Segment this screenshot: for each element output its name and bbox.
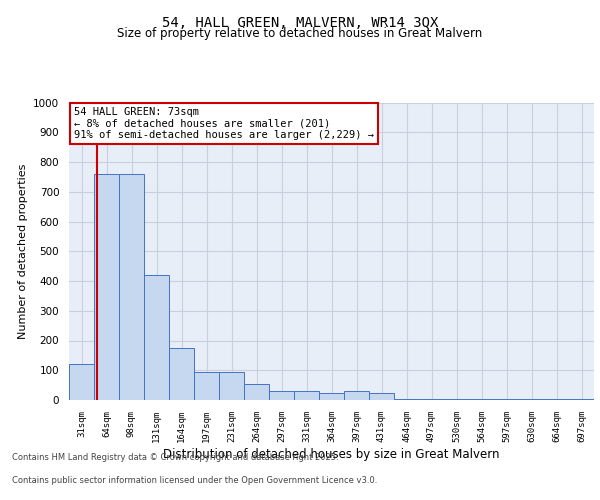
Text: Contains HM Land Registry data © Crown copyright and database right 2025.: Contains HM Land Registry data © Crown c…	[12, 454, 338, 462]
Bar	[194, 372, 219, 400]
X-axis label: Distribution of detached houses by size in Great Malvern: Distribution of detached houses by size …	[163, 448, 500, 460]
Bar	[169, 348, 194, 400]
Bar	[344, 391, 369, 400]
Bar	[444, 398, 469, 400]
Bar	[394, 398, 419, 400]
Bar	[144, 275, 169, 400]
Bar	[519, 398, 544, 400]
Bar	[369, 392, 394, 400]
Text: Size of property relative to detached houses in Great Malvern: Size of property relative to detached ho…	[118, 28, 482, 40]
Bar	[119, 174, 144, 400]
Bar	[494, 398, 519, 400]
Bar	[419, 398, 444, 400]
Bar	[69, 364, 94, 400]
Bar	[569, 398, 594, 400]
Bar	[469, 398, 494, 400]
Y-axis label: Number of detached properties: Number of detached properties	[17, 164, 28, 339]
Bar	[544, 398, 569, 400]
Text: 54 HALL GREEN: 73sqm
← 8% of detached houses are smaller (201)
91% of semi-detac: 54 HALL GREEN: 73sqm ← 8% of detached ho…	[74, 107, 374, 140]
Bar	[94, 174, 119, 400]
Bar	[219, 372, 244, 400]
Bar	[294, 391, 319, 400]
Bar	[269, 391, 294, 400]
Bar	[244, 384, 269, 400]
Bar	[319, 392, 344, 400]
Text: Contains public sector information licensed under the Open Government Licence v3: Contains public sector information licen…	[12, 476, 377, 485]
Text: 54, HALL GREEN, MALVERN, WR14 3QX: 54, HALL GREEN, MALVERN, WR14 3QX	[162, 16, 438, 30]
